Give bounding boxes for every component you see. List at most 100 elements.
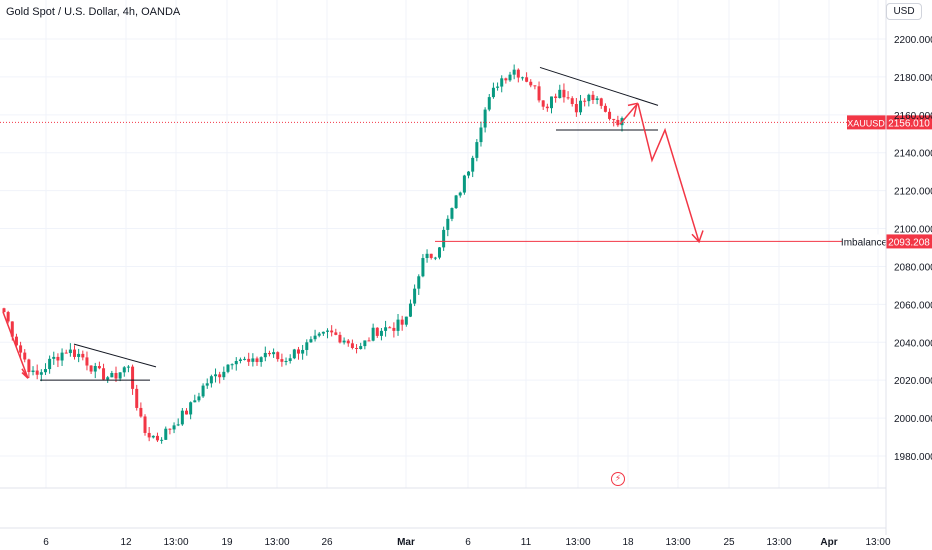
candle-body	[442, 229, 446, 248]
candle-body	[197, 396, 201, 401]
candle	[359, 342, 363, 350]
candle	[442, 226, 446, 251]
candle	[164, 426, 168, 441]
candle	[218, 371, 222, 384]
candle	[566, 91, 570, 100]
y-tick-label: 2160.000	[894, 111, 932, 122]
candle-body	[446, 218, 450, 230]
candle	[259, 356, 263, 367]
candle-body	[126, 366, 130, 368]
candle	[388, 326, 392, 329]
candle-body	[147, 432, 151, 438]
candle	[384, 320, 388, 337]
candle	[462, 174, 466, 195]
y-tick-label: 2000.000	[894, 414, 932, 425]
candle	[247, 352, 251, 366]
candle-body	[56, 356, 60, 361]
candle	[226, 364, 230, 374]
candle	[334, 328, 338, 336]
candle-body	[288, 358, 292, 362]
candle	[234, 357, 238, 371]
candle	[214, 368, 218, 383]
candle	[583, 98, 587, 107]
candle-body	[367, 340, 371, 342]
x-tick-label: 13:00	[565, 537, 590, 548]
candle-body	[408, 303, 412, 317]
candle	[85, 351, 89, 371]
candle	[313, 329, 317, 342]
candle-body	[164, 428, 168, 440]
candle-body	[23, 352, 27, 360]
candle	[73, 345, 77, 360]
trendline-upper-1	[73, 343, 157, 368]
candle	[433, 256, 437, 261]
candle	[400, 315, 404, 331]
candle	[467, 170, 471, 179]
symbol-tag-bg	[847, 115, 886, 130]
candle-body	[81, 353, 85, 358]
candle-body	[309, 339, 313, 343]
candle-body	[218, 374, 222, 378]
candle	[106, 375, 110, 383]
candle	[93, 362, 97, 379]
candle-body	[525, 77, 529, 82]
candle	[612, 118, 616, 127]
candle	[288, 354, 292, 364]
candle-body	[404, 316, 408, 325]
candle-body	[355, 347, 359, 350]
candle-body	[48, 358, 52, 370]
candle	[27, 358, 31, 378]
candle	[338, 331, 342, 344]
currency-button[interactable]: USD	[886, 3, 922, 20]
candle-body	[612, 118, 616, 120]
x-tick-label: 11	[521, 537, 532, 548]
candle	[491, 82, 495, 99]
candle	[147, 427, 151, 442]
candle	[520, 76, 524, 81]
candle-body	[85, 357, 89, 366]
candle-body	[234, 361, 238, 365]
candle	[562, 83, 566, 103]
arrowhead-up	[627, 102, 638, 117]
candle-body	[60, 352, 64, 361]
candle-body	[483, 109, 487, 128]
candle-body	[321, 331, 325, 334]
price-axis[interactable]: 2200.000 2180.000 2160.000 2140.000 2120.000…	[885, 0, 932, 535]
candle	[172, 422, 176, 434]
candle	[135, 384, 139, 411]
candle-body	[545, 106, 549, 109]
candle	[126, 365, 130, 373]
candle	[114, 366, 118, 382]
candle-body	[363, 340, 367, 347]
candle-body	[151, 435, 155, 438]
candle	[292, 348, 296, 360]
arrowhead-1	[21, 368, 29, 379]
candle-body	[504, 78, 508, 81]
candle	[508, 71, 512, 82]
candle	[371, 323, 375, 342]
candle-body	[512, 69, 516, 75]
x-tick-label: Apr	[820, 537, 837, 548]
candle-body	[570, 98, 574, 105]
candle	[417, 274, 421, 295]
candle-body	[19, 345, 23, 353]
candle	[77, 348, 81, 363]
lightning-bolt-icon[interactable]: ⚡	[611, 472, 625, 486]
candle-body	[39, 372, 43, 375]
candle	[160, 437, 164, 444]
candle	[35, 364, 39, 380]
candle-body	[276, 352, 280, 360]
last-price-tag-bg	[886, 115, 932, 130]
candle	[151, 435, 155, 439]
y-tick-label: 2060.000	[894, 300, 932, 311]
candle-body	[209, 376, 213, 384]
candle	[64, 349, 68, 354]
candle-body	[500, 78, 504, 87]
time-axis[interactable]: 6 12 13:00 19 13:00 26 Mar 6 11 13:00 18 13:00 25 13:…	[0, 487, 891, 548]
candle	[238, 357, 242, 364]
candle	[255, 356, 259, 366]
candle-body	[541, 100, 545, 107]
candle-body	[566, 97, 570, 99]
candle-body	[479, 127, 483, 143]
